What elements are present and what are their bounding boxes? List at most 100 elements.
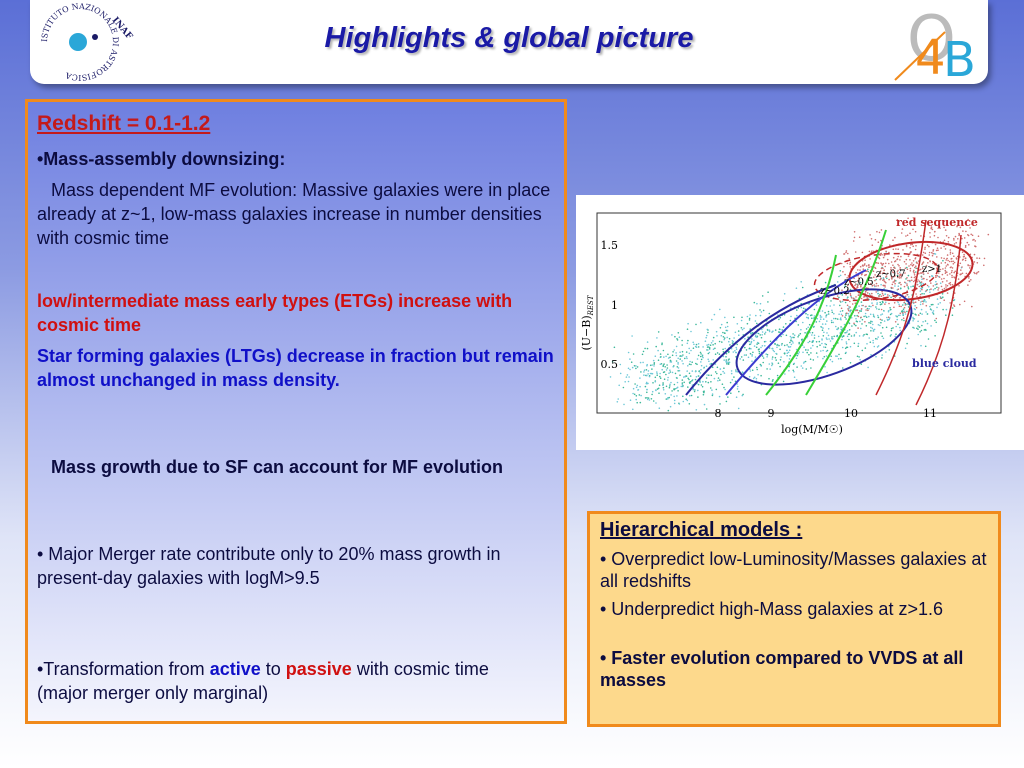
dot: [953, 276, 955, 278]
dot: [929, 260, 931, 263]
dot: [744, 338, 746, 340]
dot: [906, 342, 908, 345]
dot: [689, 360, 691, 363]
dot: [793, 370, 795, 373]
dot: [750, 333, 752, 335]
dot: [904, 304, 907, 306]
dot: [926, 313, 929, 315]
dot: [927, 338, 930, 340]
dot: [764, 345, 766, 347]
dot: [679, 351, 681, 353]
dot: [681, 383, 684, 386]
dot: [789, 341, 791, 344]
dot: [940, 278, 943, 280]
dot: [950, 266, 952, 268]
dot: [679, 374, 681, 376]
dot: [845, 293, 847, 296]
dot: [907, 217, 909, 220]
dot: [802, 310, 804, 312]
dot: [706, 334, 708, 337]
dot: [935, 276, 937, 279]
dot: [936, 275, 939, 277]
dot: [715, 388, 718, 391]
dot: [945, 308, 948, 311]
dot: [792, 363, 795, 365]
dot: [844, 301, 847, 304]
dot: [865, 265, 868, 267]
dot: [846, 330, 849, 332]
dot: [899, 314, 901, 317]
dot: [653, 362, 656, 364]
dot: [890, 308, 892, 311]
dot: [857, 345, 859, 347]
dot: [708, 351, 711, 354]
dot: [711, 389, 713, 391]
dot: [657, 359, 660, 361]
dot: [660, 356, 662, 358]
dot: [677, 370, 679, 372]
dot: [792, 342, 794, 344]
dot: [914, 308, 917, 311]
dot: [937, 287, 940, 289]
dot: [830, 355, 832, 358]
dot: [845, 318, 847, 320]
dot: [916, 262, 918, 265]
dot: [868, 250, 871, 253]
dot: [870, 326, 872, 329]
dot: [663, 378, 666, 380]
dot: [867, 309, 869, 312]
dot: [674, 335, 676, 338]
dot: [807, 313, 809, 316]
dot: [820, 316, 823, 318]
dot: [871, 292, 873, 295]
dot: [685, 351, 688, 353]
dot: [778, 344, 780, 347]
dot: [977, 235, 980, 237]
dot: [842, 367, 844, 369]
dot: [633, 393, 636, 396]
dot: [910, 285, 912, 288]
dot: [973, 238, 975, 241]
dot: [870, 266, 872, 268]
dot: [727, 362, 730, 365]
item: • Faster evolution compared to VVDS at a…: [600, 648, 964, 690]
dot: [825, 343, 828, 346]
dot: [673, 349, 675, 351]
dot: [868, 321, 870, 324]
dot: [636, 366, 639, 368]
dot: [846, 335, 849, 338]
y-label: (U−B)REST: [580, 294, 595, 350]
dot: [678, 369, 681, 372]
dot: [948, 282, 950, 285]
dot: [880, 321, 882, 324]
dot: [783, 361, 785, 363]
dot: [796, 309, 798, 311]
dot: [906, 234, 909, 236]
dot: [841, 289, 843, 291]
dot: [631, 335, 633, 337]
dot: [922, 273, 925, 275]
dot: [877, 274, 880, 277]
dot: [914, 301, 917, 303]
dot: [969, 264, 971, 267]
dot: [751, 369, 754, 371]
dot: [961, 251, 964, 253]
dot: [800, 306, 803, 309]
dot: [861, 304, 863, 307]
dot: [899, 268, 901, 271]
dot: [921, 324, 923, 327]
dot: [790, 337, 793, 339]
dot: [881, 357, 883, 359]
dot: [936, 298, 939, 300]
dot: [877, 345, 880, 347]
dot: [816, 345, 818, 348]
dot: [768, 363, 771, 365]
dot: [910, 238, 913, 241]
dot: [673, 402, 676, 405]
dot: [857, 327, 859, 329]
dot: [860, 310, 862, 312]
dot: [933, 234, 936, 237]
dot: [901, 274, 903, 276]
dot: [918, 299, 920, 301]
dot: [667, 353, 669, 356]
